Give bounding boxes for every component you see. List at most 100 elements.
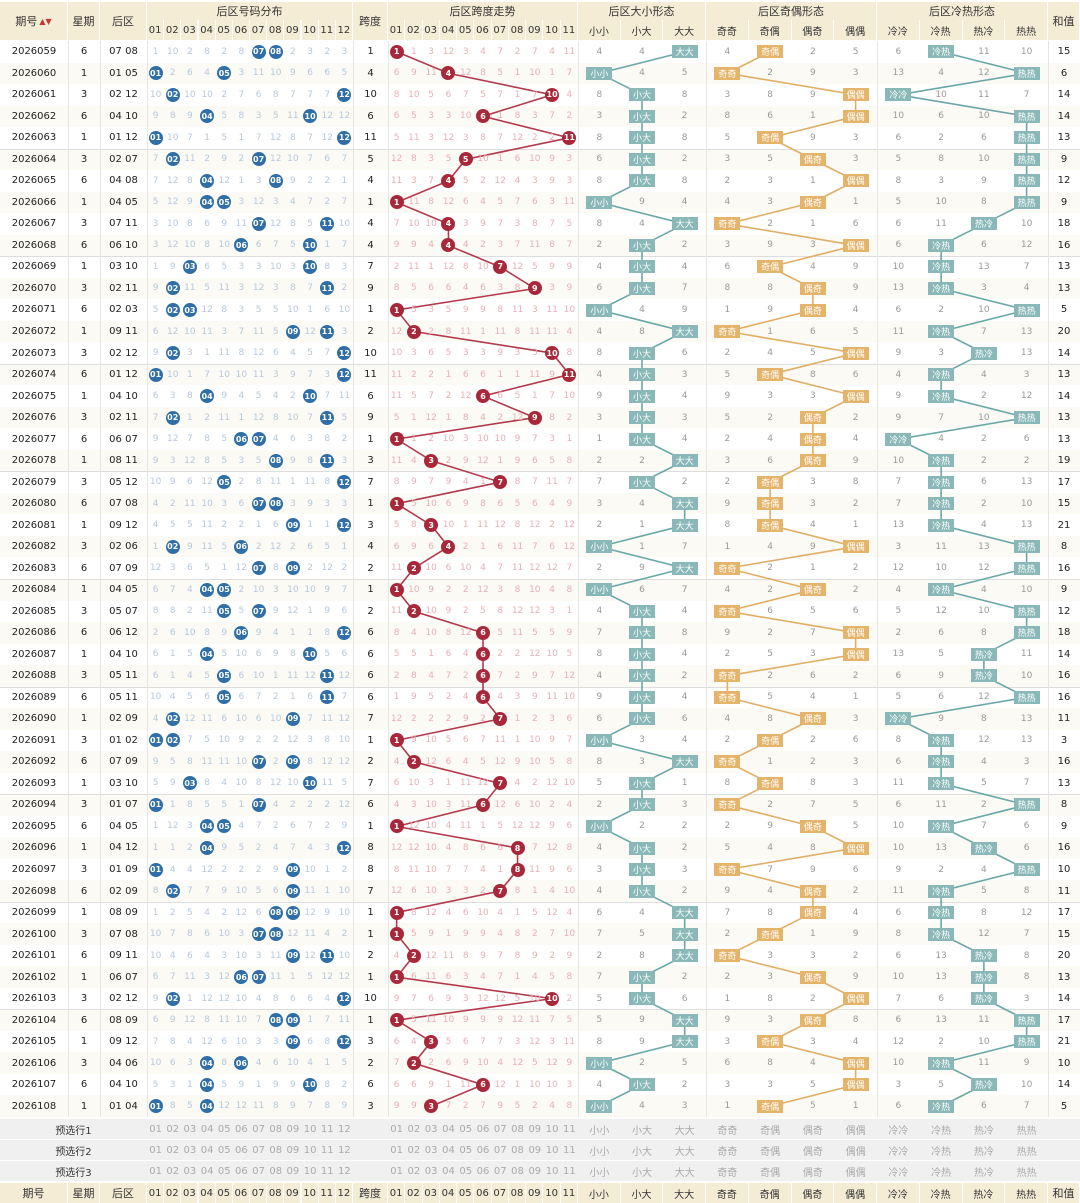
preselect-number[interactable]: 11: [320, 1166, 334, 1177]
preselect-kd[interactable]: 09: [528, 1124, 542, 1135]
preselect-parity[interactable]: 奇偶: [760, 1168, 781, 1179]
preselect-kd[interactable]: 02: [407, 1145, 421, 1156]
preselect-size[interactable]: 小小: [589, 1147, 610, 1158]
preselect-number[interactable]: 01: [149, 1124, 162, 1135]
preselect-number[interactable]: 03: [183, 1166, 197, 1177]
preselect-hot[interactable]: 热冷: [973, 1126, 994, 1137]
preselect-size[interactable]: 小小: [589, 1126, 610, 1137]
preselect-number[interactable]: 06: [235, 1145, 248, 1156]
preselect-number[interactable]: 06: [235, 1166, 248, 1177]
preselect-kd[interactable]: 10: [545, 1124, 559, 1135]
preselect-hot[interactable]: 热热: [1016, 1168, 1037, 1179]
preselect-size[interactable]: 大大: [674, 1147, 695, 1158]
preselect-kd[interactable]: 04: [442, 1145, 455, 1156]
preselect-hot[interactable]: 冷热: [931, 1147, 952, 1158]
issue-header[interactable]: 期号 ▲▼: [0, 2, 68, 40]
preselect-number[interactable]: 04: [200, 1124, 214, 1135]
preselect-number[interactable]: 12: [338, 1145, 351, 1156]
preselect-number[interactable]: 08: [269, 1166, 283, 1177]
preselect-number[interactable]: 01: [149, 1166, 162, 1177]
preselect-size[interactable]: 大大: [674, 1168, 695, 1179]
preselect-size[interactable]: 小大: [631, 1126, 652, 1137]
preselect-kd[interactable]: 11: [562, 1166, 576, 1177]
preselect-parity[interactable]: 奇奇: [717, 1126, 738, 1137]
preselect-parity[interactable]: 偶奇: [802, 1168, 823, 1179]
preselect-kd[interactable]: 02: [407, 1124, 421, 1135]
preselect-kd[interactable]: 08: [511, 1124, 524, 1135]
preselect-number[interactable]: 02: [166, 1124, 180, 1135]
preselect-hot[interactable]: 热冷: [973, 1168, 994, 1179]
preselect-kd[interactable]: 05: [459, 1124, 473, 1135]
preselect-number[interactable]: 08: [269, 1145, 283, 1156]
preselect-number[interactable]: 02: [166, 1145, 180, 1156]
preselect-size[interactable]: 小小: [589, 1168, 610, 1179]
preselect-kd[interactable]: 10: [545, 1166, 559, 1177]
preselect-kd[interactable]: 01: [390, 1145, 403, 1156]
preselect-parity[interactable]: 偶奇: [802, 1126, 823, 1137]
preselect-number[interactable]: 07: [252, 1124, 265, 1135]
preselect-kd[interactable]: 11: [562, 1124, 576, 1135]
preselect-number[interactable]: 12: [338, 1124, 351, 1135]
preselect-kd[interactable]: 05: [459, 1166, 473, 1177]
preselect-kd[interactable]: 10: [545, 1145, 559, 1156]
preselect-number[interactable]: 03: [183, 1124, 197, 1135]
preselect-size[interactable]: 小大: [631, 1168, 652, 1179]
preselect-hot[interactable]: 冷冷: [888, 1168, 909, 1179]
preselect-hot[interactable]: 冷热: [931, 1126, 952, 1137]
preselect-hot[interactable]: 冷冷: [888, 1147, 909, 1158]
preselect-kd[interactable]: 09: [528, 1166, 542, 1177]
preselect-number[interactable]: 10: [303, 1166, 317, 1177]
preselect-number[interactable]: 12: [338, 1166, 351, 1177]
preselect-parity[interactable]: 奇偶: [760, 1126, 781, 1137]
preselect-parity[interactable]: 奇奇: [717, 1168, 738, 1179]
preselect-kd[interactable]: 04: [442, 1124, 455, 1135]
sort-icon[interactable]: ▲▼: [39, 16, 52, 26]
preselect-number[interactable]: 01: [149, 1145, 162, 1156]
preselect-kd[interactable]: 01: [390, 1166, 403, 1177]
preselect-number[interactable]: 03: [183, 1145, 197, 1156]
preselect-kd[interactable]: 03: [424, 1145, 438, 1156]
preselect-kd[interactable]: 03: [424, 1124, 438, 1135]
preselect-kd[interactable]: 04: [442, 1166, 455, 1177]
preselect-kd[interactable]: 07: [493, 1145, 507, 1156]
preselect-kd[interactable]: 01: [390, 1124, 403, 1135]
preselect-size[interactable]: 大大: [674, 1126, 695, 1137]
preselect-hot[interactable]: 冷冷: [888, 1126, 909, 1137]
preselect-hot[interactable]: 热热: [1016, 1126, 1037, 1137]
preselect-number[interactable]: 11: [320, 1145, 334, 1156]
preselect-number[interactable]: 04: [200, 1166, 214, 1177]
preselect-number[interactable]: 05: [217, 1124, 231, 1135]
preselect-parity[interactable]: 偶奇: [802, 1147, 823, 1158]
preselect-kd[interactable]: 08: [511, 1145, 524, 1156]
preselect-kd[interactable]: 03: [424, 1166, 438, 1177]
preselect-kd[interactable]: 09: [528, 1145, 542, 1156]
preselect-number[interactable]: 06: [235, 1124, 248, 1135]
preselect-number[interactable]: 11: [320, 1124, 334, 1135]
preselect-parity[interactable]: 奇偶: [760, 1147, 781, 1158]
preselect-parity[interactable]: 偶偶: [845, 1126, 866, 1137]
preselect-parity[interactable]: 偶偶: [845, 1168, 866, 1179]
preselect-size[interactable]: 小大: [631, 1147, 652, 1158]
preselect-parity[interactable]: 偶偶: [845, 1147, 866, 1158]
preselect-number[interactable]: 04: [200, 1145, 214, 1156]
preselect-kd[interactable]: 07: [493, 1124, 507, 1135]
preselect-kd[interactable]: 07: [493, 1166, 507, 1177]
preselect-parity[interactable]: 奇奇: [717, 1147, 738, 1158]
preselect-number[interactable]: 09: [286, 1124, 300, 1135]
preselect-number[interactable]: 02: [166, 1166, 180, 1177]
preselect-number[interactable]: 09: [286, 1145, 300, 1156]
preselect-kd[interactable]: 02: [407, 1166, 421, 1177]
preselect-number[interactable]: 10: [303, 1145, 317, 1156]
preselect-kd[interactable]: 08: [511, 1166, 524, 1177]
preselect-number[interactable]: 07: [252, 1145, 265, 1156]
preselect-hot[interactable]: 热热: [1016, 1147, 1037, 1158]
preselect-number[interactable]: 08: [269, 1124, 283, 1135]
preselect-hot[interactable]: 热冷: [973, 1147, 994, 1158]
preselect-number[interactable]: 05: [217, 1145, 231, 1156]
preselect-hot[interactable]: 冷热: [931, 1168, 952, 1179]
preselect-kd[interactable]: 06: [476, 1124, 490, 1135]
preselect-kd[interactable]: 06: [476, 1145, 490, 1156]
preselect-number[interactable]: 09: [286, 1166, 300, 1177]
preselect-number[interactable]: 05: [217, 1166, 231, 1177]
preselect-kd[interactable]: 11: [562, 1145, 576, 1156]
